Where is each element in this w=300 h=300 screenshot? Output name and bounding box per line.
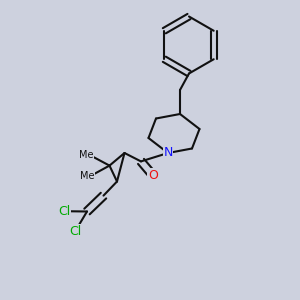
Text: Me: Me — [79, 149, 93, 160]
Text: Me: Me — [80, 171, 95, 181]
Text: Cl: Cl — [58, 205, 70, 218]
Text: O: O — [148, 169, 158, 182]
Text: N: N — [163, 146, 173, 160]
Text: Cl: Cl — [69, 225, 81, 238]
